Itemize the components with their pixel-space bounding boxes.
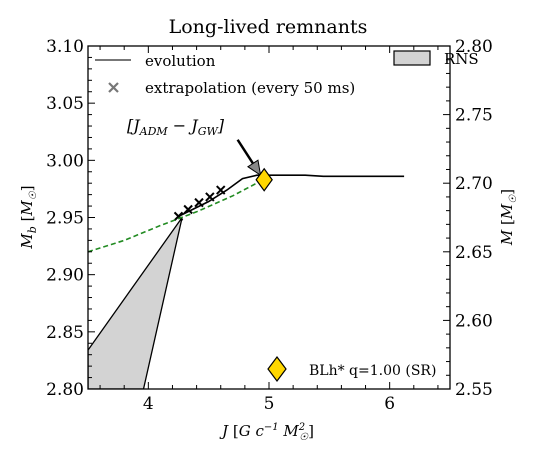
legend-rns-swatch bbox=[393, 50, 431, 66]
y-tick-label-3: 2.95 bbox=[46, 209, 84, 229]
x-tick-label-0: 4 bbox=[143, 394, 154, 414]
y-right-tick-label-2: 2.65 bbox=[455, 243, 493, 263]
shaded-region bbox=[88, 217, 183, 389]
legend-rns-label: RNS bbox=[444, 50, 479, 68]
extrapolation-point-3 bbox=[205, 192, 215, 202]
y-tick-label-6: 3.10 bbox=[46, 37, 84, 57]
x-axis-label: J [G c−1 M2 ☉] bbox=[219, 422, 314, 443]
legend-extrapolation-swatch bbox=[108, 82, 119, 93]
y-right-tick-label-3: 2.70 bbox=[455, 174, 493, 194]
legend-extrapolation-label: extrapolation (every 50 ms) bbox=[145, 79, 355, 97]
case-label: BLh* q=1.00 (SR) bbox=[267, 356, 436, 382]
extrapolation-point-1 bbox=[183, 204, 193, 215]
rns-diamond-marker bbox=[255, 167, 273, 192]
y-tick-label-0: 2.80 bbox=[46, 380, 84, 400]
x-tick-label-1: 5 bbox=[264, 394, 275, 414]
legend: evolution extrapolation (every 50 ms) bbox=[95, 52, 355, 97]
y-axis-right-label: M [M☉] bbox=[498, 189, 519, 246]
y-right-tick-label-1: 2.60 bbox=[455, 311, 493, 331]
y-right-tick-label-0: 2.55 bbox=[455, 380, 493, 400]
y-tick-label-2: 2.90 bbox=[46, 266, 84, 286]
y-axis-label: Mb [M☉] bbox=[18, 185, 39, 249]
extrapolation-point-0 bbox=[173, 211, 184, 222]
y-tick-label-1: 2.85 bbox=[46, 323, 84, 343]
extrapolation-point-2 bbox=[194, 197, 204, 208]
extrapolation-point-4 bbox=[216, 185, 226, 195]
case-label-diamond bbox=[267, 356, 287, 382]
case-label-text: BLh* q=1.00 (SR) bbox=[309, 363, 436, 379]
annotation-label: [JADM − JGW] bbox=[127, 116, 225, 138]
y-right-tick-label-4: 2.75 bbox=[455, 106, 493, 126]
y-tick-label-5: 3.05 bbox=[46, 94, 84, 114]
annotation-arrow bbox=[236, 139, 262, 177]
series-evolution bbox=[178, 174, 405, 218]
chart-title: Long-lived remnants bbox=[169, 16, 368, 38]
series-rns-sequence bbox=[88, 179, 264, 253]
legend-rns: RNS bbox=[393, 50, 479, 68]
y-tick-label-4: 3.00 bbox=[46, 151, 84, 171]
y-right-tick-label-5: 2.80 bbox=[455, 37, 493, 57]
legend-evolution-label: evolution bbox=[145, 52, 216, 70]
x-tick-label-2: 6 bbox=[384, 394, 395, 414]
